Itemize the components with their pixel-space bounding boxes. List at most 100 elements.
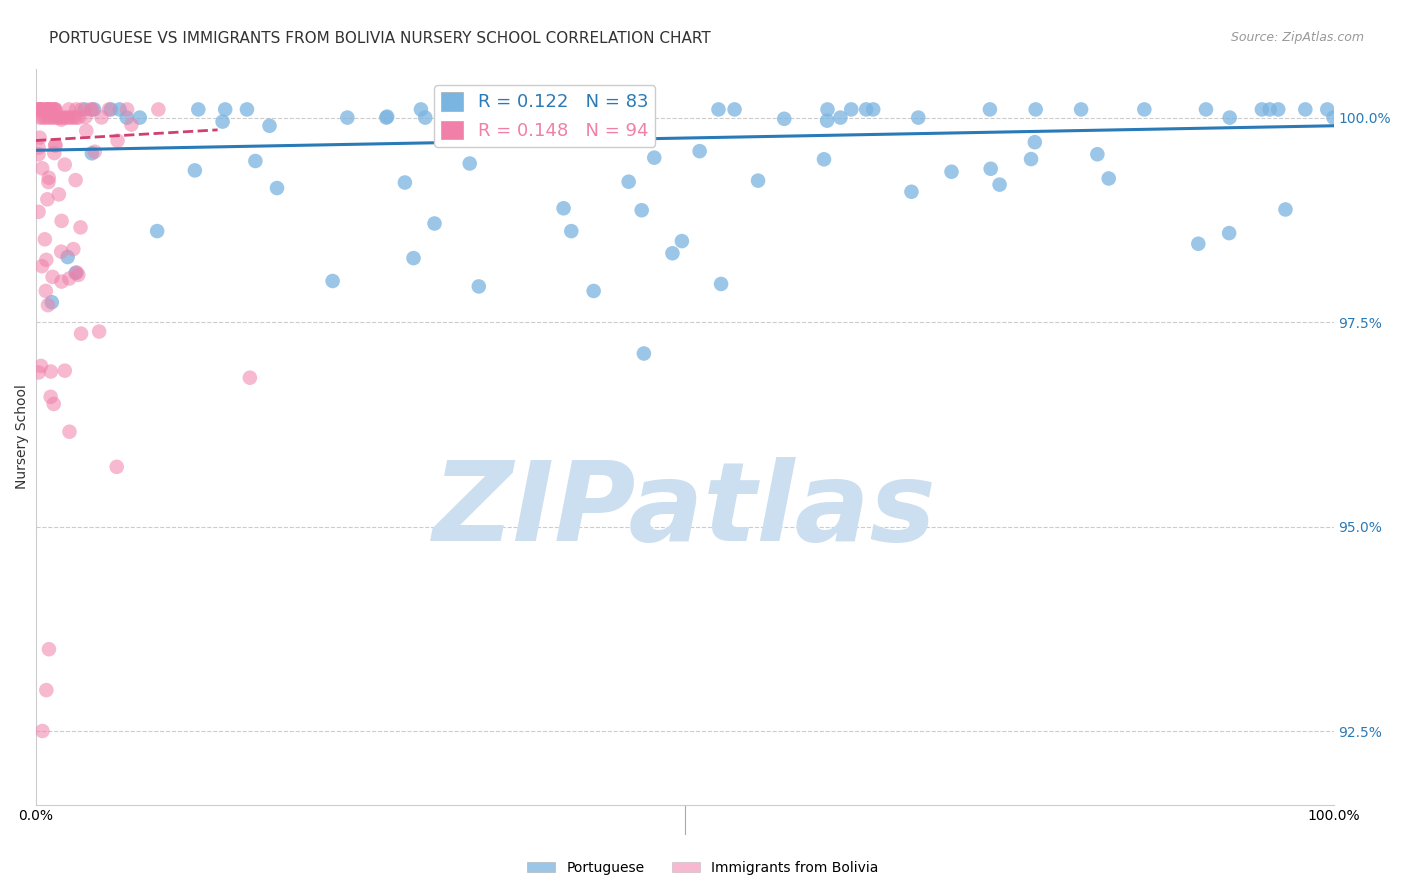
Point xyxy=(34,103,56,117)
Point xyxy=(28,111,51,125)
Point xyxy=(38,642,60,657)
Point xyxy=(58,111,80,125)
Point xyxy=(633,346,655,360)
Point xyxy=(900,185,922,199)
Point xyxy=(436,103,458,117)
Point xyxy=(27,366,49,380)
Point xyxy=(27,141,49,155)
Point xyxy=(30,103,52,117)
Point xyxy=(394,176,416,190)
Point xyxy=(1025,103,1047,117)
Point xyxy=(34,111,56,125)
Point xyxy=(37,103,59,117)
Point xyxy=(58,271,80,285)
Point xyxy=(31,724,53,739)
Text: Source: ZipAtlas.com: Source: ZipAtlas.com xyxy=(1230,31,1364,45)
Point xyxy=(146,224,169,238)
Point xyxy=(671,234,693,248)
Point xyxy=(560,224,582,238)
Point xyxy=(553,201,575,215)
Point xyxy=(75,110,97,124)
Point xyxy=(28,130,51,145)
Point xyxy=(855,103,877,117)
Point xyxy=(1219,111,1241,125)
Y-axis label: Nursery School: Nursery School xyxy=(15,384,30,489)
Point xyxy=(617,175,640,189)
Point xyxy=(34,103,56,117)
Point xyxy=(236,103,259,117)
Point xyxy=(184,163,207,178)
Point xyxy=(37,175,59,189)
Point xyxy=(1187,236,1209,251)
Point xyxy=(42,111,65,125)
Point xyxy=(80,103,103,117)
Point xyxy=(1195,103,1218,117)
Point xyxy=(259,119,281,133)
Point xyxy=(37,298,59,312)
Point xyxy=(813,153,835,167)
Point xyxy=(239,370,262,384)
Point xyxy=(65,111,87,125)
Point xyxy=(409,103,432,117)
Point xyxy=(1267,103,1289,117)
Point xyxy=(1316,103,1339,117)
Point xyxy=(44,146,66,161)
Point xyxy=(49,111,72,125)
Point xyxy=(707,103,730,117)
Point xyxy=(336,111,359,125)
Point xyxy=(375,110,398,124)
Point xyxy=(58,425,80,439)
Point xyxy=(582,284,605,298)
Point xyxy=(35,252,58,267)
Point xyxy=(413,111,436,125)
Text: ZIPatlas: ZIPatlas xyxy=(433,457,936,564)
Point xyxy=(62,242,84,256)
Point xyxy=(37,111,59,125)
Point xyxy=(62,111,84,125)
Point xyxy=(988,178,1011,192)
Point xyxy=(38,103,60,117)
Point xyxy=(980,161,1002,176)
Point xyxy=(1085,147,1108,161)
Point xyxy=(468,279,491,293)
Point xyxy=(69,220,91,235)
Point xyxy=(41,103,63,117)
Point xyxy=(817,103,839,117)
Point xyxy=(815,113,838,128)
Point xyxy=(27,147,49,161)
Point xyxy=(27,204,49,219)
Point xyxy=(48,187,70,202)
Point xyxy=(27,103,49,117)
Point xyxy=(35,103,58,117)
Point xyxy=(53,158,76,172)
Point xyxy=(35,284,58,298)
Point xyxy=(187,103,209,117)
Legend: R = 0.122   N = 83, R = 0.148   N = 94: R = 0.122 N = 83, R = 0.148 N = 94 xyxy=(434,85,655,147)
Point xyxy=(661,246,683,260)
Point xyxy=(576,130,599,145)
Point xyxy=(89,325,111,339)
Point xyxy=(41,295,63,310)
Point xyxy=(83,103,105,117)
Point xyxy=(1133,103,1156,117)
Point xyxy=(517,103,540,117)
Point xyxy=(67,111,90,125)
Point xyxy=(42,397,65,411)
Point xyxy=(51,112,73,127)
Point xyxy=(30,359,52,373)
Point xyxy=(51,244,73,259)
Point xyxy=(100,103,122,117)
Point xyxy=(211,114,233,128)
Point xyxy=(70,103,93,117)
Point xyxy=(30,103,52,117)
Point xyxy=(38,103,60,117)
Point xyxy=(30,103,52,117)
Point xyxy=(90,111,112,125)
Point xyxy=(44,103,66,117)
Point xyxy=(1294,103,1316,117)
Point xyxy=(1322,111,1344,125)
Point xyxy=(1070,103,1092,117)
Point xyxy=(51,275,73,289)
Legend: Portuguese, Immigrants from Bolivia: Portuguese, Immigrants from Bolivia xyxy=(522,855,884,880)
Point xyxy=(941,165,963,179)
